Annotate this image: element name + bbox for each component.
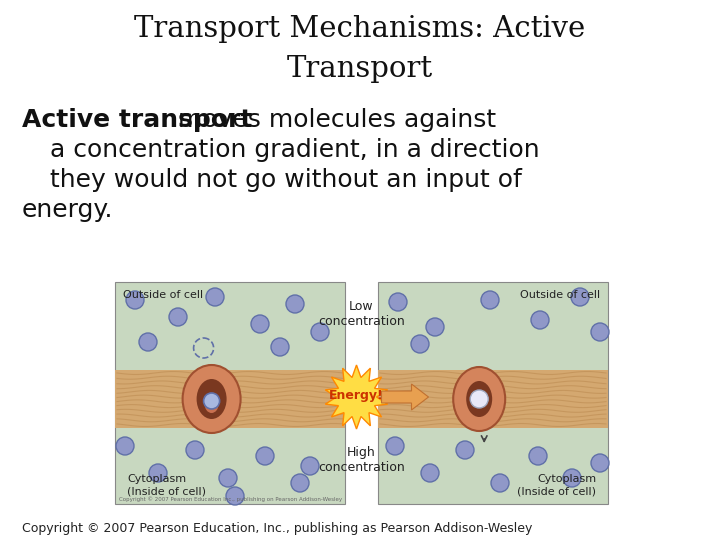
Circle shape bbox=[186, 441, 204, 459]
Circle shape bbox=[421, 464, 439, 482]
Circle shape bbox=[456, 441, 474, 459]
Circle shape bbox=[571, 288, 589, 306]
Circle shape bbox=[226, 487, 244, 505]
Text: Low
concentration: Low concentration bbox=[318, 300, 405, 328]
Polygon shape bbox=[325, 365, 387, 429]
Circle shape bbox=[311, 323, 329, 341]
Circle shape bbox=[491, 474, 509, 492]
Circle shape bbox=[531, 311, 549, 329]
Circle shape bbox=[204, 393, 220, 409]
Circle shape bbox=[529, 447, 547, 465]
Circle shape bbox=[291, 474, 309, 492]
Circle shape bbox=[116, 437, 134, 455]
Text: Transport: Transport bbox=[287, 55, 433, 83]
Circle shape bbox=[591, 323, 609, 341]
Text: Cytoplasm
(Inside of cell): Cytoplasm (Inside of cell) bbox=[517, 475, 596, 496]
Circle shape bbox=[481, 291, 499, 309]
FancyBboxPatch shape bbox=[115, 282, 345, 504]
Text: Energy!: Energy! bbox=[329, 388, 384, 402]
Ellipse shape bbox=[183, 365, 240, 433]
Circle shape bbox=[256, 447, 274, 465]
Text: Copyright © 2007 Pearson Education Inc., publishing on Pearson Addison-Wesley: Copyright © 2007 Pearson Education Inc.,… bbox=[119, 496, 342, 502]
Circle shape bbox=[219, 469, 237, 487]
Circle shape bbox=[470, 390, 488, 408]
Text: a concentration gradient, in a direction: a concentration gradient, in a direction bbox=[50, 138, 539, 162]
Circle shape bbox=[386, 437, 404, 455]
Text: energy.: energy. bbox=[22, 198, 114, 222]
Text: Transport Mechanisms: Active: Transport Mechanisms: Active bbox=[135, 15, 585, 43]
Text: moves molecules against: moves molecules against bbox=[170, 108, 496, 132]
Polygon shape bbox=[382, 384, 428, 410]
Text: Outside of cell: Outside of cell bbox=[520, 290, 600, 300]
Text: Cytoplasm
(Inside of cell): Cytoplasm (Inside of cell) bbox=[127, 475, 206, 496]
Circle shape bbox=[169, 308, 187, 326]
Circle shape bbox=[563, 469, 581, 487]
Circle shape bbox=[426, 318, 444, 336]
FancyBboxPatch shape bbox=[378, 370, 608, 428]
Text: Active transport: Active transport bbox=[22, 108, 253, 132]
Ellipse shape bbox=[467, 381, 492, 417]
Circle shape bbox=[411, 335, 429, 353]
Ellipse shape bbox=[197, 379, 227, 419]
Circle shape bbox=[271, 338, 289, 356]
Ellipse shape bbox=[204, 395, 219, 413]
Circle shape bbox=[251, 315, 269, 333]
Circle shape bbox=[149, 464, 167, 482]
Circle shape bbox=[206, 288, 224, 306]
Circle shape bbox=[139, 333, 157, 351]
Circle shape bbox=[126, 291, 144, 309]
Text: High
concentration: High concentration bbox=[318, 446, 405, 474]
FancyBboxPatch shape bbox=[378, 282, 608, 504]
Text: Copyright © 2007 Pearson Education, Inc., publishing as Pearson Addison-Wesley: Copyright © 2007 Pearson Education, Inc.… bbox=[22, 522, 532, 535]
Text: they would not go without an input of: they would not go without an input of bbox=[50, 168, 522, 192]
Ellipse shape bbox=[453, 367, 505, 431]
FancyBboxPatch shape bbox=[115, 370, 345, 428]
Circle shape bbox=[591, 454, 609, 472]
Text: Outside of cell: Outside of cell bbox=[123, 290, 203, 300]
Circle shape bbox=[286, 295, 304, 313]
Circle shape bbox=[301, 457, 319, 475]
Circle shape bbox=[389, 293, 407, 311]
